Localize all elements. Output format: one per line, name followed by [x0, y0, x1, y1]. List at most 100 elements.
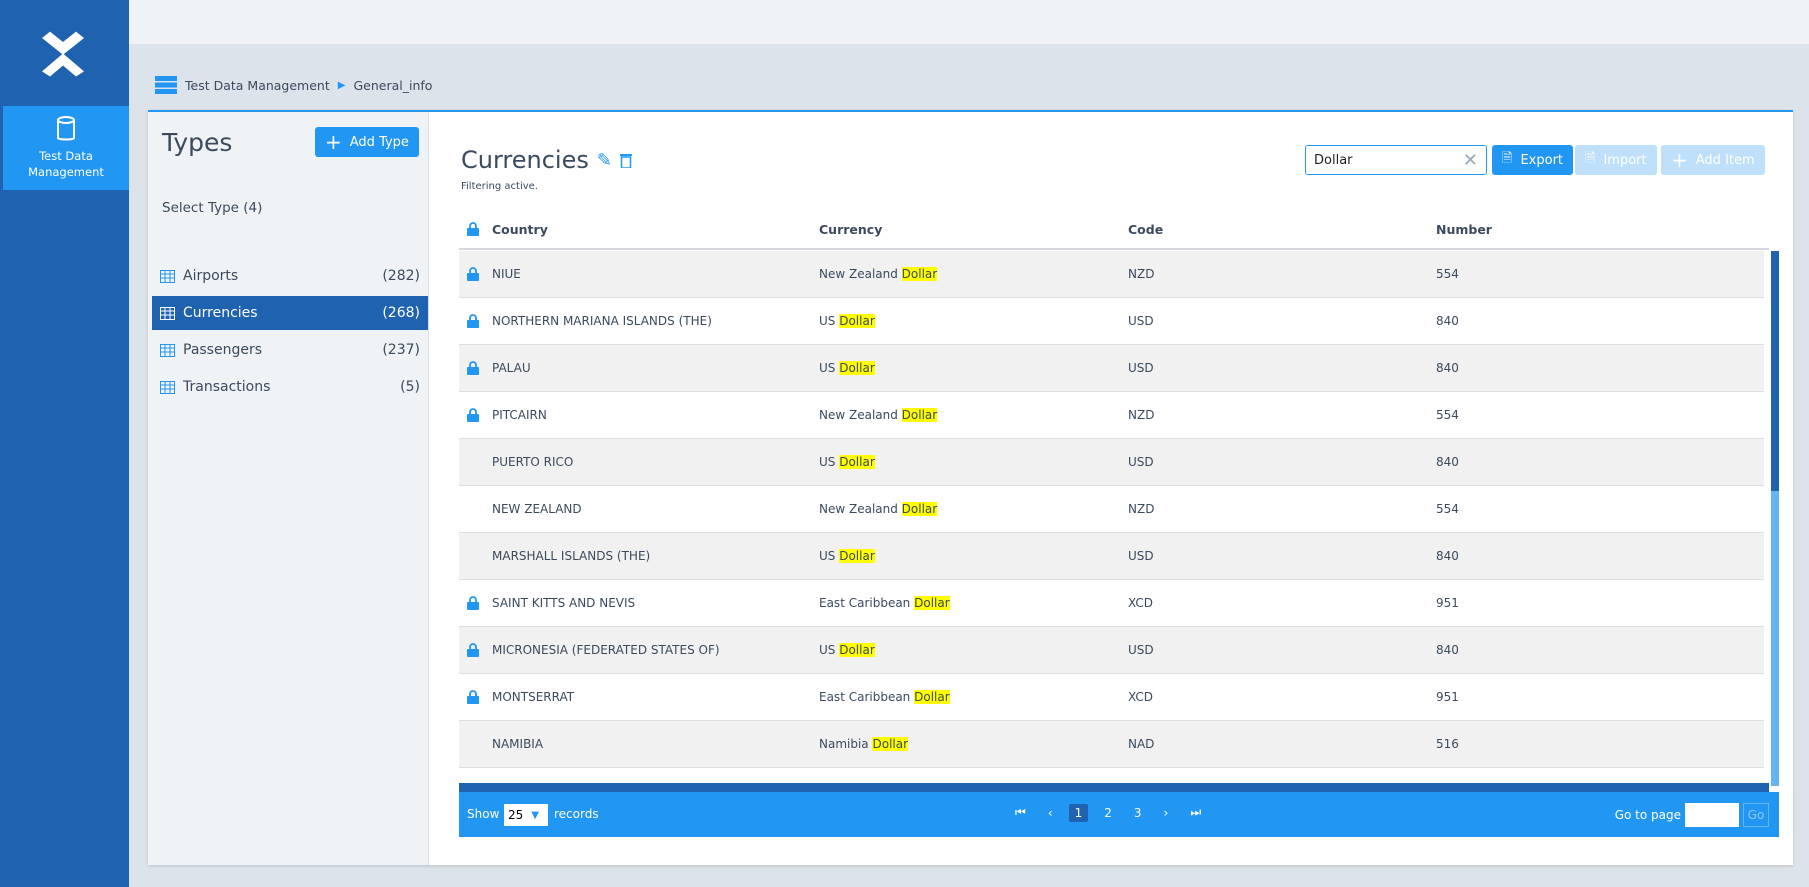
page-size-select[interactable]: 25 ▼: [504, 804, 548, 826]
currency-text: New Zealand: [819, 502, 902, 516]
column-header-country[interactable]: Country: [492, 221, 548, 237]
clear-search-icon[interactable]: ✕: [1462, 149, 1478, 171]
cell-country: NORTHERN MARIANA ISLANDS (THE): [492, 314, 712, 328]
page-title: Currencies ✎: [461, 146, 632, 174]
table-row[interactable]: PITCAIRN New Zealand Dollar NZD 554: [459, 392, 1764, 439]
search-highlight: Dollar: [839, 361, 875, 375]
type-item-currencies[interactable]: Currencies (268): [152, 296, 428, 330]
table-row[interactable]: NAMIBIA Namibia Dollar NAD 516: [459, 721, 1764, 768]
main-area: Currencies ✎ Filtering active. Dollar ✕ 🗎…: [429, 112, 1793, 865]
vertical-scrollbar[interactable]: [1771, 251, 1779, 786]
search-input[interactable]: Dollar ✕: [1305, 145, 1487, 175]
server-icon: [155, 76, 177, 94]
table-row[interactable]: SAINT KITTS AND NEVIS East Caribbean Dol…: [459, 580, 1764, 627]
cell-code: XCD: [1128, 596, 1153, 610]
nav-item-label: Test Data Management: [28, 149, 104, 179]
cell-country: PALAU: [492, 361, 531, 375]
column-header-code[interactable]: Code: [1128, 221, 1164, 237]
cell-country: MARSHALL ISLANDS (THE): [492, 549, 651, 563]
select-type-label: Select Type (4): [162, 200, 263, 216]
page-1[interactable]: 1: [1068, 803, 1089, 822]
prev-page-icon[interactable]: ‹: [1047, 805, 1053, 820]
breadcrumb-root[interactable]: Test Data Management: [185, 77, 330, 93]
currency-text: New Zealand: [819, 267, 902, 281]
page-size-value: 25: [508, 808, 524, 822]
currency-text: US: [819, 643, 840, 657]
add-type-button[interactable]: + Add Type: [315, 127, 419, 157]
lock-icon: [467, 345, 479, 391]
export-button[interactable]: 🗎 Export: [1492, 145, 1574, 175]
cell-currency: New Zealand Dollar: [819, 486, 938, 532]
cell-currency: US Dollar: [819, 533, 875, 579]
cell-currency: US Dollar: [819, 345, 875, 391]
last-page-icon[interactable]: ⏭: [1190, 805, 1202, 819]
table-row[interactable]: PUERTO RICO US Dollar USD 840: [459, 439, 1764, 486]
type-item-transactions[interactable]: Transactions (5): [152, 370, 428, 404]
search-highlight: Dollar: [914, 596, 950, 610]
type-label: Passengers: [183, 342, 263, 358]
cell-code: NZD: [1128, 267, 1155, 281]
currency-text: US: [819, 314, 840, 328]
types-panel: Types + Add Type Select Type (4) Airports…: [148, 112, 429, 865]
nav-item-test-data-management[interactable]: Test Data Management: [3, 106, 129, 190]
scrollbar-thumb[interactable]: [1771, 251, 1779, 491]
cell-number: 840: [1436, 549, 1459, 563]
page-3[interactable]: 3: [1133, 805, 1142, 820]
side-nav: Test Data Management: [0, 0, 129, 887]
lock-icon: [467, 251, 479, 297]
trash-icon[interactable]: [619, 153, 632, 168]
cell-number: 554: [1436, 408, 1459, 422]
go-button[interactable]: Go: [1743, 803, 1769, 827]
table-row[interactable]: NEW ZEALAND New Zealand Dollar NZD 554: [459, 486, 1764, 533]
cell-currency: East Caribbean Dollar: [819, 674, 950, 720]
type-item-passengers[interactable]: Passengers (237): [152, 333, 428, 367]
type-item-airports[interactable]: Airports (282): [152, 259, 428, 293]
lock-icon: [467, 580, 479, 626]
table-row[interactable]: NORTHERN MARIANA ISLANDS (THE) US Dollar…: [459, 298, 1764, 345]
table-row[interactable]: MICRONESIA (FEDERATED STATES OF) US Doll…: [459, 627, 1764, 674]
lock-icon: [467, 627, 479, 673]
type-count: (5): [400, 379, 420, 395]
type-label: Airports: [183, 268, 239, 284]
cell-currency: US Dollar: [819, 627, 875, 673]
horizontal-scrollbar[interactable]: [459, 783, 1769, 792]
goto-page-input[interactable]: [1685, 803, 1739, 827]
first-page-icon[interactable]: ⏮: [1015, 805, 1026, 819]
records-label: records: [554, 807, 599, 821]
cell-number: 840: [1436, 314, 1459, 328]
search-value: Dollar: [1314, 152, 1353, 168]
table-row[interactable]: MARSHALL ISLANDS (THE) US Dollar USD 840: [459, 533, 1764, 580]
lock-icon: [467, 674, 479, 720]
table-icon: [160, 343, 175, 357]
dropdown-arrow-icon: ▼: [531, 809, 539, 821]
column-header-currency[interactable]: Currency: [819, 221, 883, 237]
column-header-number[interactable]: Number: [1436, 221, 1492, 237]
pagination-bar: Show 25 ▼ records ⏮ ‹ 1 2 3 › ⏭ Go to pag…: [459, 792, 1779, 837]
filter-status: Filtering active.: [461, 181, 538, 192]
app-logo: [42, 31, 84, 77]
add-item-button[interactable]: + Add Item: [1661, 145, 1765, 175]
top-bar: [129, 0, 1809, 44]
table-row[interactable]: NIUE New Zealand Dollar NZD 554: [459, 251, 1764, 298]
cell-code: NAD: [1128, 737, 1155, 751]
table-row[interactable]: PALAU US Dollar USD 840: [459, 345, 1764, 392]
import-button[interactable]: 🗎 Import: [1575, 145, 1657, 175]
currency-text: East Caribbean: [819, 690, 915, 704]
cell-country: NAMIBIA: [492, 737, 544, 751]
cell-currency: New Zealand Dollar: [819, 392, 938, 438]
export-label: Export: [1520, 152, 1564, 168]
cell-currency: US Dollar: [819, 439, 875, 485]
edit-icon[interactable]: ✎: [596, 149, 612, 171]
next-page-icon[interactable]: ›: [1163, 805, 1169, 820]
type-count: (282): [382, 268, 420, 284]
cell-number: 554: [1436, 267, 1459, 281]
export-icon: 🗎: [1502, 151, 1513, 166]
breadcrumb-current: General_info: [353, 77, 433, 93]
table-body: NIUE New Zealand Dollar NZD 554 NORTHERN …: [459, 251, 1764, 768]
lock-icon[interactable]: [467, 210, 479, 248]
page-2[interactable]: 2: [1104, 805, 1112, 820]
cell-code: USD: [1128, 361, 1154, 375]
table-row[interactable]: MONTSERRAT East Caribbean Dollar XCD 951: [459, 674, 1764, 721]
cell-number: 840: [1436, 455, 1459, 469]
table-icon: [160, 380, 175, 394]
